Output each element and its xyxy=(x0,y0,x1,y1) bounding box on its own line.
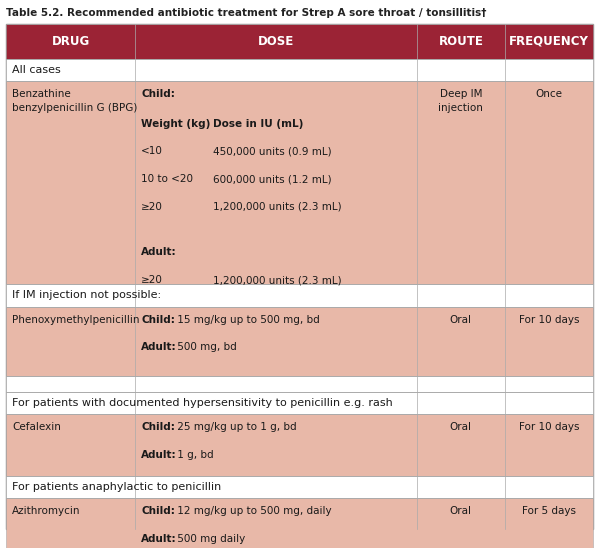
Text: Azithromycin: Azithromycin xyxy=(12,506,80,516)
Text: 500 mg daily: 500 mg daily xyxy=(174,534,245,544)
Text: 450,000 units (0.9 mL): 450,000 units (0.9 mL) xyxy=(213,146,332,156)
Text: 1,200,000 units (2.3 mL): 1,200,000 units (2.3 mL) xyxy=(213,202,341,212)
Text: 500 mg, bd: 500 mg, bd xyxy=(174,342,237,352)
Text: 600,000 units (1.2 mL): 600,000 units (1.2 mL) xyxy=(213,174,332,184)
Text: 10 to <20: 10 to <20 xyxy=(141,174,193,184)
FancyBboxPatch shape xyxy=(6,306,593,376)
Text: Cefalexin: Cefalexin xyxy=(12,423,61,432)
Text: Child:: Child: xyxy=(141,423,175,432)
Text: For patients anaphylactic to penicillin: For patients anaphylactic to penicillin xyxy=(12,482,221,492)
Text: Child:: Child: xyxy=(141,506,175,516)
Text: Child:: Child: xyxy=(141,315,175,324)
Text: Adult:: Adult: xyxy=(141,247,177,257)
Text: Oral: Oral xyxy=(450,506,472,516)
Text: Oral: Oral xyxy=(450,315,472,324)
Text: ≥20: ≥20 xyxy=(141,275,163,285)
Text: 12 mg/kg up to 500 mg, daily: 12 mg/kg up to 500 mg, daily xyxy=(174,506,332,516)
Text: All cases: All cases xyxy=(12,65,61,75)
FancyBboxPatch shape xyxy=(6,498,593,548)
Text: Once: Once xyxy=(535,89,562,99)
Text: For 5 days: For 5 days xyxy=(522,506,576,516)
FancyBboxPatch shape xyxy=(6,24,593,529)
FancyBboxPatch shape xyxy=(6,24,593,59)
Text: Deep IM
injection: Deep IM injection xyxy=(439,89,483,113)
Text: <10: <10 xyxy=(141,146,163,156)
FancyBboxPatch shape xyxy=(6,414,593,476)
FancyBboxPatch shape xyxy=(6,392,593,414)
Text: For 10 days: For 10 days xyxy=(518,423,579,432)
Text: 25 mg/kg up to 1 g, bd: 25 mg/kg up to 1 g, bd xyxy=(174,423,296,432)
Text: Table 5.2. Recommended antibiotic treatment for Strep A sore throat / tonsilliti: Table 5.2. Recommended antibiotic treatm… xyxy=(6,8,487,18)
Text: 1 g, bd: 1 g, bd xyxy=(174,450,214,460)
FancyBboxPatch shape xyxy=(6,376,593,392)
FancyBboxPatch shape xyxy=(6,476,593,498)
Text: 1,200,000 units (2.3 mL): 1,200,000 units (2.3 mL) xyxy=(213,275,341,285)
Text: ≥20: ≥20 xyxy=(141,202,163,212)
Text: For 10 days: For 10 days xyxy=(518,315,579,324)
FancyBboxPatch shape xyxy=(6,81,593,284)
Text: 15 mg/kg up to 500 mg, bd: 15 mg/kg up to 500 mg, bd xyxy=(174,315,320,324)
Text: Weight (kg): Weight (kg) xyxy=(141,118,211,129)
FancyBboxPatch shape xyxy=(6,59,593,81)
Text: Child:: Child: xyxy=(141,89,175,99)
Text: Dose in IU (mL): Dose in IU (mL) xyxy=(213,118,304,129)
Text: Oral: Oral xyxy=(450,423,472,432)
Text: FREQUENCY: FREQUENCY xyxy=(509,35,589,48)
Text: Phenoxymethylpenicillin: Phenoxymethylpenicillin xyxy=(12,315,139,324)
Text: DRUG: DRUG xyxy=(52,35,89,48)
Text: ROUTE: ROUTE xyxy=(439,35,483,48)
FancyBboxPatch shape xyxy=(6,284,593,306)
Text: If IM injection not possible:: If IM injection not possible: xyxy=(12,290,161,300)
Text: Benzathine
benzylpenicillin G (BPG): Benzathine benzylpenicillin G (BPG) xyxy=(12,89,137,113)
Text: Adult:: Adult: xyxy=(141,342,177,352)
Text: Adult:: Adult: xyxy=(141,450,177,460)
Text: DOSE: DOSE xyxy=(258,35,294,48)
Text: For patients with documented hypersensitivity to penicillin e.g. rash: For patients with documented hypersensit… xyxy=(12,398,393,408)
Text: Adult:: Adult: xyxy=(141,534,177,544)
